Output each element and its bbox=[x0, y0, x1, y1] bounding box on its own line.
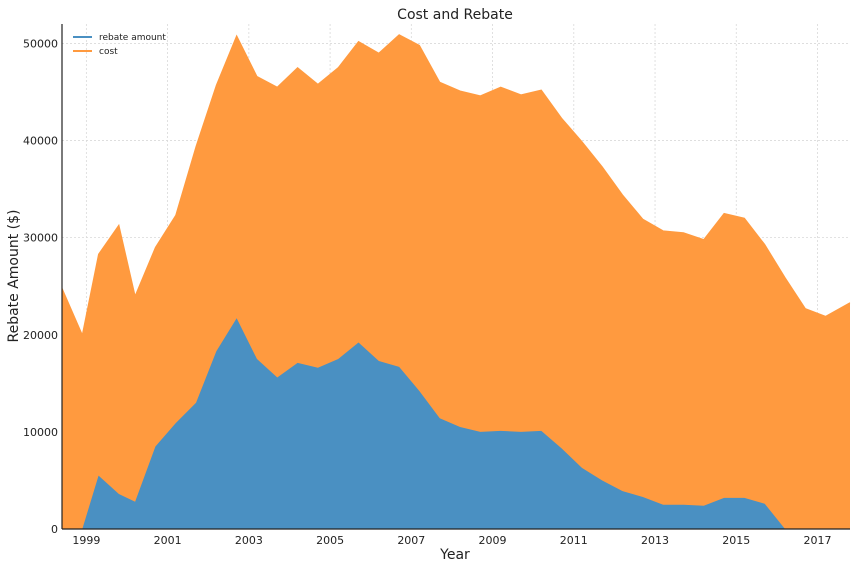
x-axis-title: Year bbox=[439, 547, 470, 563]
legend-label: cost bbox=[99, 47, 118, 57]
area-cost bbox=[62, 34, 850, 530]
x-tick-label: 2013 bbox=[641, 534, 669, 547]
x-tick-label: 2007 bbox=[397, 534, 425, 547]
areas bbox=[61, 34, 851, 530]
y-axis-title: Rebate Amount ($) bbox=[6, 209, 22, 342]
x-tick-label: 2009 bbox=[479, 534, 507, 547]
y-tick-label: 10000 bbox=[23, 426, 58, 439]
x-tick-label: 2017 bbox=[804, 534, 832, 547]
x-tick-label: 2015 bbox=[722, 534, 750, 547]
chart-title: Cost and Rebate bbox=[397, 7, 513, 23]
x-tick-label: 2003 bbox=[235, 534, 263, 547]
line-cost bbox=[61, 34, 851, 337]
legend: rebate amount cost bbox=[73, 33, 166, 57]
x-tick-label: 2005 bbox=[316, 534, 344, 547]
y-tick-label: 50000 bbox=[23, 37, 58, 50]
y-tick-label: 40000 bbox=[23, 135, 58, 148]
x-tick-label: 2011 bbox=[560, 534, 588, 547]
area-rebate-amount bbox=[62, 318, 850, 529]
y-tick-label: 30000 bbox=[23, 232, 58, 245]
y-tick-label: 20000 bbox=[23, 329, 58, 342]
ticks: 1999 2001 2003 2005 2007 2009 2011 2013 2015 2017… bbox=[23, 37, 832, 547]
legend-label: rebate amount bbox=[99, 33, 166, 43]
axes bbox=[61, 24, 850, 530]
x-tick-label: 1999 bbox=[72, 534, 100, 547]
x-tick-label: 2001 bbox=[154, 534, 182, 547]
y-tick-label: 0 bbox=[51, 523, 58, 536]
